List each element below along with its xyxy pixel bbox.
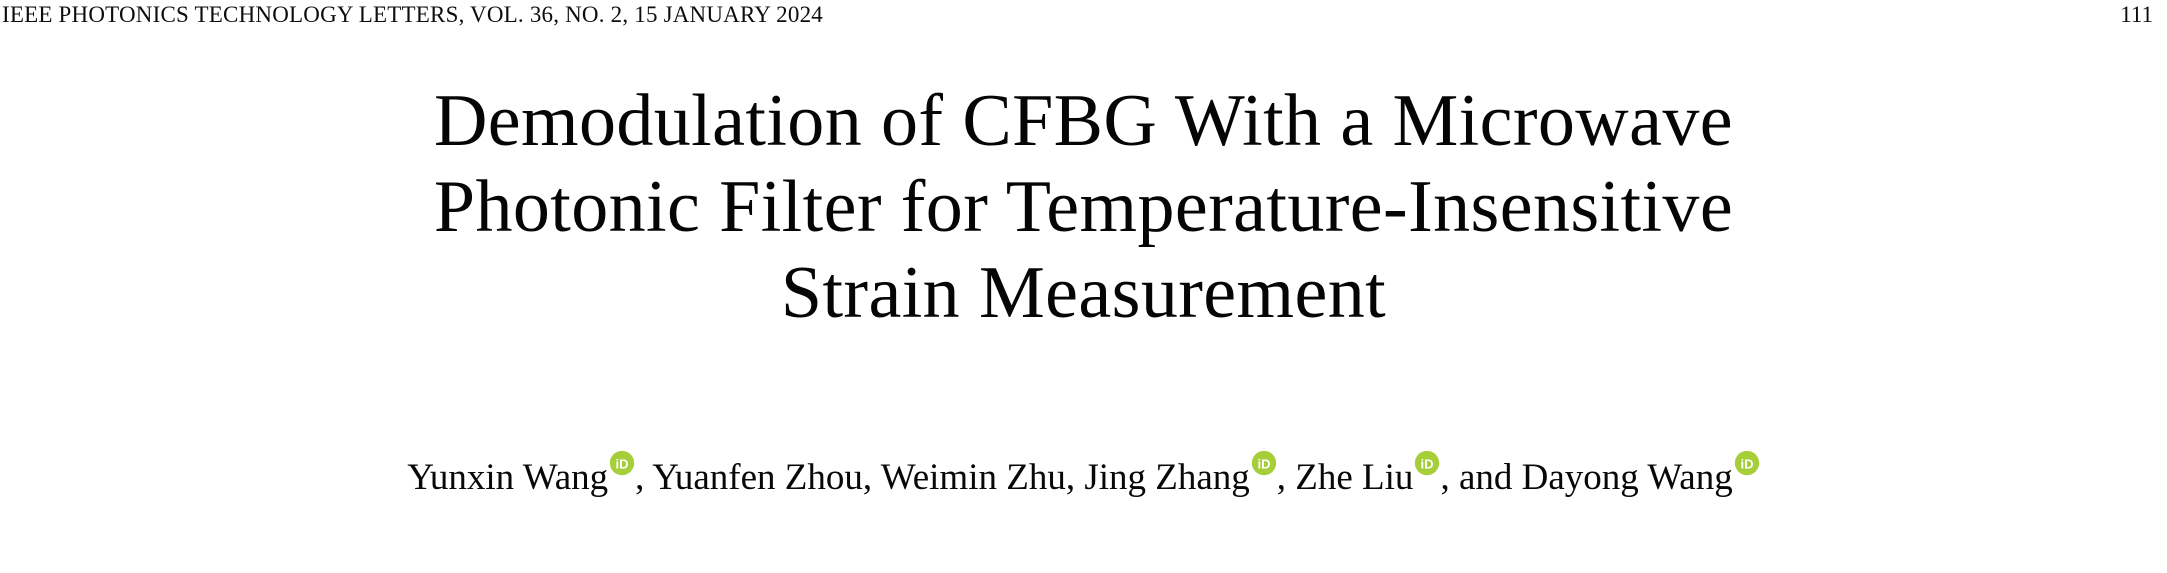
author-name-text: Zhe Liu — [1295, 457, 1414, 498]
journal-citation-line: IEEE PHOTONICS TECHNOLOGY LETTERS, VOL. … — [2, 2, 823, 27]
author-separator: , — [635, 457, 653, 498]
orcid-id-icon[interactable]: iD — [1251, 450, 1277, 476]
svg-text:iD: iD — [1740, 456, 1753, 471]
author-dayong-wang: Dayong Wang iD — [1521, 450, 1760, 498]
author-name-text: Jing Zhang — [1084, 457, 1250, 498]
page-number: 111 — [2120, 2, 2153, 27]
running-head: IEEE PHOTONICS TECHNOLOGY LETTERS, VOL. … — [0, 0, 2167, 34]
author-zhe-liu: Zhe Liu iD , and — [1295, 450, 1522, 498]
orcid-id-icon[interactable]: iD — [1734, 450, 1760, 476]
svg-text:iD: iD — [616, 456, 629, 471]
author-weimin-zhu: Weimin Zhu, — [881, 457, 1085, 498]
title-line-3: Strain Measurement — [780, 252, 1387, 334]
author-list: Yunxin Wang iD, Yuanfen Zhou, Weimin Zhu,… — [0, 450, 2167, 502]
author-separator: , and — [1440, 457, 1522, 498]
author-separator: , — [862, 457, 881, 498]
svg-text:iD: iD — [1421, 456, 1434, 471]
orcid-id-icon[interactable]: iD — [1414, 450, 1440, 476]
author-yunxin-wang: Yunxin Wang iD, — [407, 450, 653, 498]
author-separator: , — [1065, 457, 1085, 498]
author-name-text: Weimin Zhu — [880, 457, 1066, 498]
orcid-id-icon[interactable]: iD — [609, 450, 635, 476]
article-title: Demodulation of CFBG With a Microwave Ph… — [0, 78, 2167, 336]
author-yuanfen-zhou: Yuanfen Zhou, — [652, 457, 880, 498]
svg-text:iD: iD — [1257, 456, 1270, 471]
author-name-text: Yunxin Wang — [407, 457, 609, 498]
author-name-text: Yuanfen Zhou — [652, 457, 863, 498]
title-line-1: Demodulation of CFBG With a Microwave — [433, 80, 1734, 162]
author-separator: , — [1276, 457, 1296, 498]
author-name-text: Dayong Wang — [1521, 457, 1733, 498]
title-line-2: Photonic Filter for Temperature-Insensit… — [433, 166, 1734, 248]
author-jing-zhang: Jing Zhang iD, — [1084, 450, 1296, 498]
